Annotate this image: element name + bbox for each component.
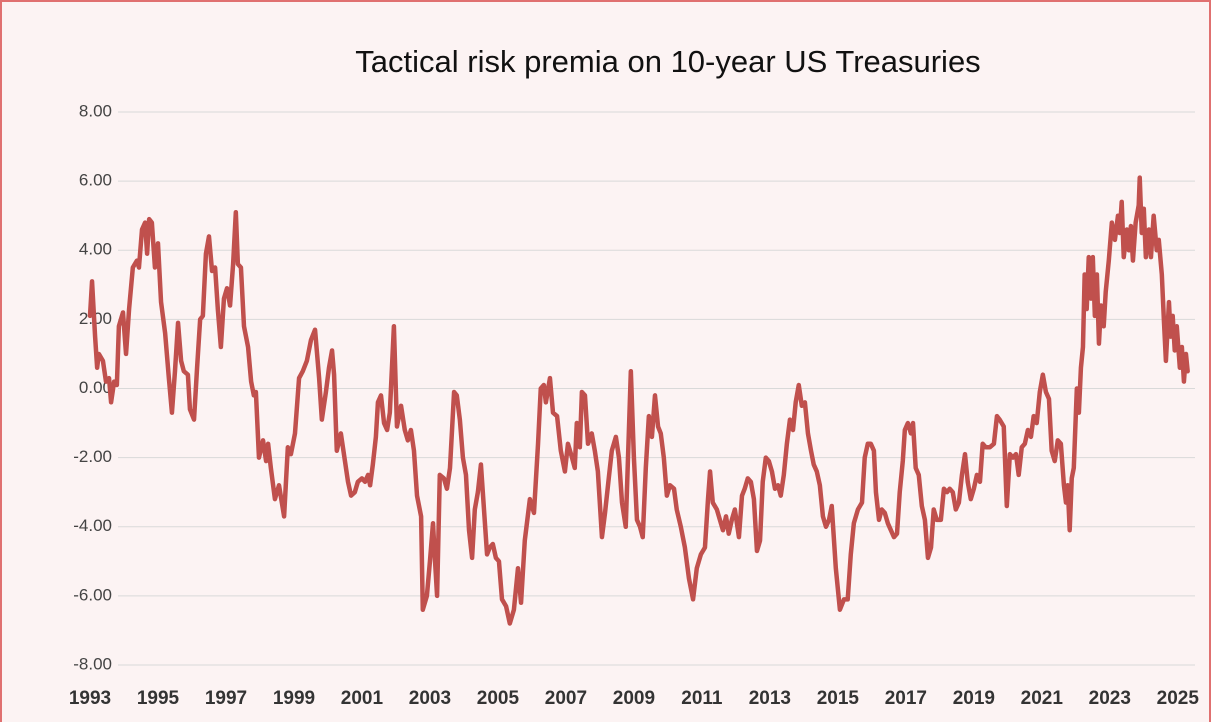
x-tick-label: 2015 — [817, 688, 860, 709]
x-tick-label: 2013 — [749, 688, 791, 709]
plot — [87, 175, 1190, 626]
x-tick-label: 2005 — [477, 688, 520, 709]
y-tick-label: -8.00 — [73, 654, 112, 673]
x-tick-label: 2009 — [613, 688, 655, 709]
x-tick-label: 1993 — [69, 688, 111, 709]
y-tick-label: -2.00 — [73, 447, 112, 466]
x-tick-label: 2017 — [885, 688, 927, 709]
y-tick-label: 4.00 — [79, 240, 112, 259]
y-tick-label: -4.00 — [73, 516, 112, 535]
x-tick-label: 1999 — [273, 688, 315, 709]
y-tick-label: -6.00 — [73, 585, 112, 604]
chart-title: Tactical risk premia on 10-year US Treas… — [355, 44, 980, 79]
x-tick-label: 2019 — [953, 688, 995, 709]
y-tick-label: 6.00 — [79, 171, 112, 190]
data-line — [87, 175, 1190, 626]
x-tick-label: 2025 — [1157, 688, 1200, 709]
x-tick-label: 2021 — [1021, 688, 1064, 709]
x-tick-label: 2007 — [545, 688, 587, 709]
x-tick-label: 1997 — [205, 688, 247, 709]
x-tick-label: 2001 — [341, 688, 384, 709]
x-tick-label: 2011 — [681, 688, 723, 709]
y-tick-label: 0.00 — [79, 378, 112, 397]
y-tick-label: 8.00 — [79, 101, 112, 120]
grid: -8.00-6.00-4.00-2.000.002.004.006.008.00… — [69, 101, 1200, 709]
x-tick-label: 2023 — [1089, 688, 1131, 709]
x-tick-label: 2003 — [409, 688, 451, 709]
x-tick-label: 1995 — [137, 688, 180, 709]
